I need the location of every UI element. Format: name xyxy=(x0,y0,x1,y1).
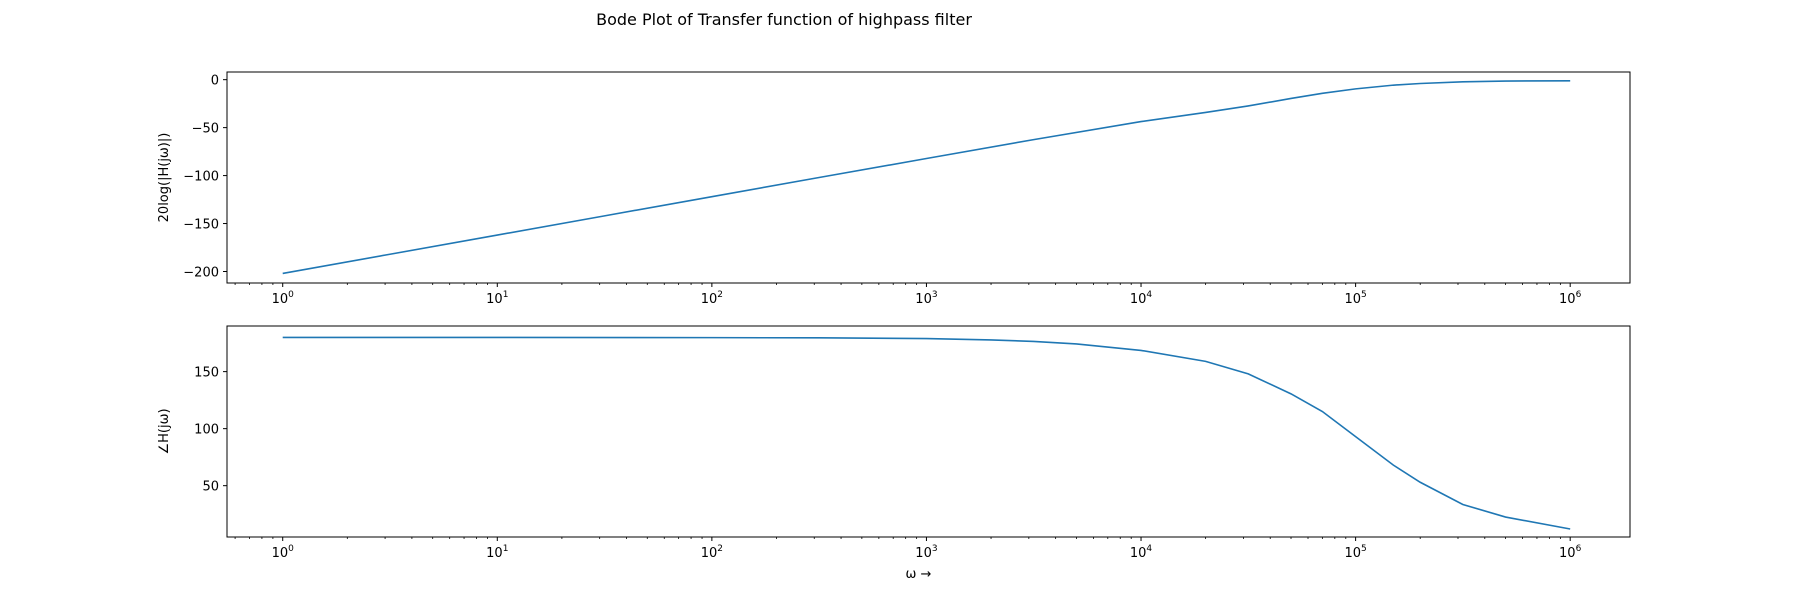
magnitude-series-line xyxy=(282,80,1571,275)
magnitude-y-tick-label: −200 xyxy=(183,265,219,280)
phase-x-tick-label: 101 xyxy=(486,544,508,561)
phase-plot-frame xyxy=(226,325,1631,538)
figure-title: Bode Plot of Transfer function of highpa… xyxy=(596,10,972,29)
magnitude-y-tick-label: −150 xyxy=(183,218,219,233)
phase-x-tick-label: 100 xyxy=(272,544,295,561)
magnitude-y-tick-label: −100 xyxy=(183,170,219,185)
phase-y-tick-label: 150 xyxy=(194,366,219,381)
phase-y-tick-label: 100 xyxy=(194,423,219,438)
magnitude-x-tick-label: 103 xyxy=(915,290,937,307)
phase-x-axis-label: ω → xyxy=(906,567,932,582)
magnitude-x-tick-label: 106 xyxy=(1559,290,1582,307)
phase-x-tick-label: 105 xyxy=(1344,544,1366,561)
phase-x-tick-label: 104 xyxy=(1130,544,1153,561)
phase-marks xyxy=(282,336,1571,530)
magnitude-plot: 20log(|H(jω)|) 100 101 102 103 104 105 106 0 −50… xyxy=(157,71,1631,307)
phase-x-tick-label: 102 xyxy=(701,544,723,561)
magnitude-x-tick-label: 100 xyxy=(272,290,295,307)
magnitude-x-tick-label: 105 xyxy=(1344,290,1366,307)
magnitude-y-tick-label: −50 xyxy=(192,122,219,137)
phase-x-tick-label: 106 xyxy=(1559,544,1582,561)
magnitude-plot-frame xyxy=(226,71,1631,284)
phase-y-tick-label: 50 xyxy=(202,480,219,495)
phase-x-tick-label: 103 xyxy=(915,544,937,561)
phase-plot: ∠H(jω) ω → 100 101 102 103 104 105 106 150 100 50 xyxy=(157,325,1631,582)
magnitude-x-tick-label: 101 xyxy=(486,290,508,307)
magnitude-x-tick-label: 104 xyxy=(1130,290,1153,307)
magnitude-y-tick-label: 0 xyxy=(211,74,219,89)
magnitude-x-tick-label: 102 xyxy=(701,290,723,307)
phase-series-line xyxy=(282,336,1571,530)
magnitude-marks xyxy=(282,80,1571,275)
magnitude-y-axis-label: 20log(|H(jω)|) xyxy=(157,133,172,223)
phase-y-axis-label: ∠H(jω) xyxy=(157,408,172,454)
